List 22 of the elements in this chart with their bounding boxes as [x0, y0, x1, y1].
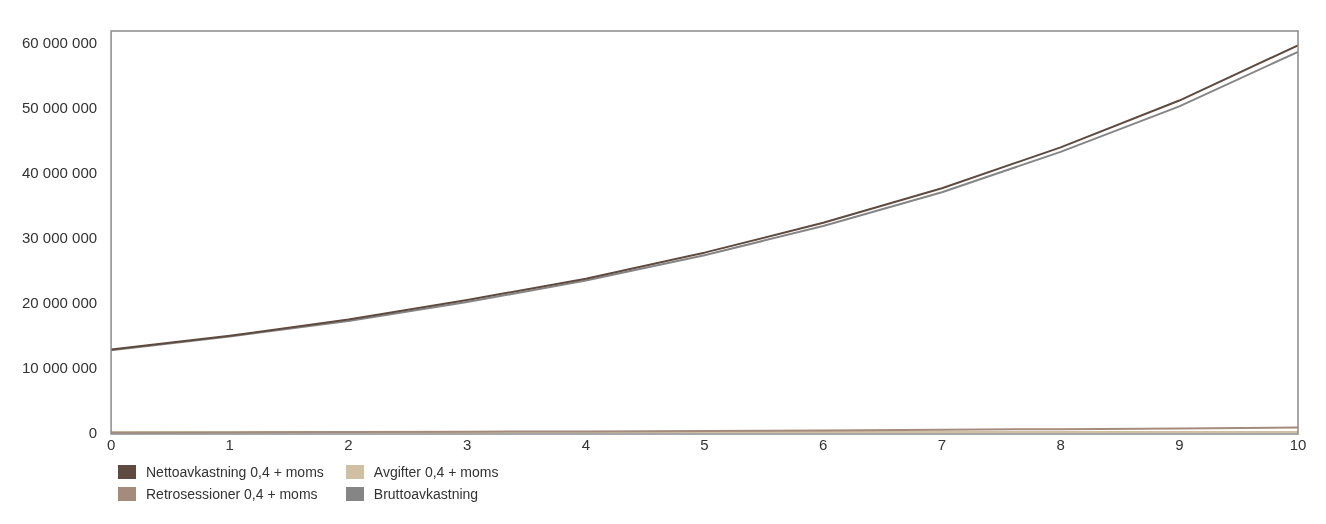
- x-tick-label: 4: [581, 436, 591, 454]
- y-tick-label: 20 000 000: [22, 294, 98, 312]
- y-tick-label: 40 000 000: [22, 164, 98, 182]
- x-tick-label: 5: [700, 436, 709, 454]
- x-tick-label: 0: [106, 436, 116, 454]
- x-tick-label: 8: [1056, 436, 1065, 454]
- legend-label: Nettoavkastning 0,4 + moms: [146, 464, 324, 480]
- legend-label: Avgifter 0,4 + moms: [373, 464, 499, 480]
- x-tick-label: 10: [1289, 436, 1307, 454]
- x-tick-label: 7: [937, 436, 947, 454]
- x-tick-label: 9: [1175, 436, 1184, 454]
- x-tick-label: 2: [344, 436, 353, 454]
- y-tick-label: 30 000 000: [22, 229, 98, 247]
- y-tick-label: 50 000 000: [22, 99, 98, 117]
- y-tick-label: 60 000 000: [22, 34, 98, 52]
- x-tick-label: 3: [462, 436, 472, 454]
- x-tick-label: 1: [225, 436, 234, 454]
- legend-label: Bruttoavkastning: [373, 486, 479, 502]
- y-tick-label: 10 000 000: [22, 359, 98, 377]
- legend-label: Retrosessioner 0,4 + moms: [146, 486, 318, 502]
- y-tick-label: 0: [88, 424, 98, 442]
- x-tick-label: 6: [819, 436, 828, 454]
